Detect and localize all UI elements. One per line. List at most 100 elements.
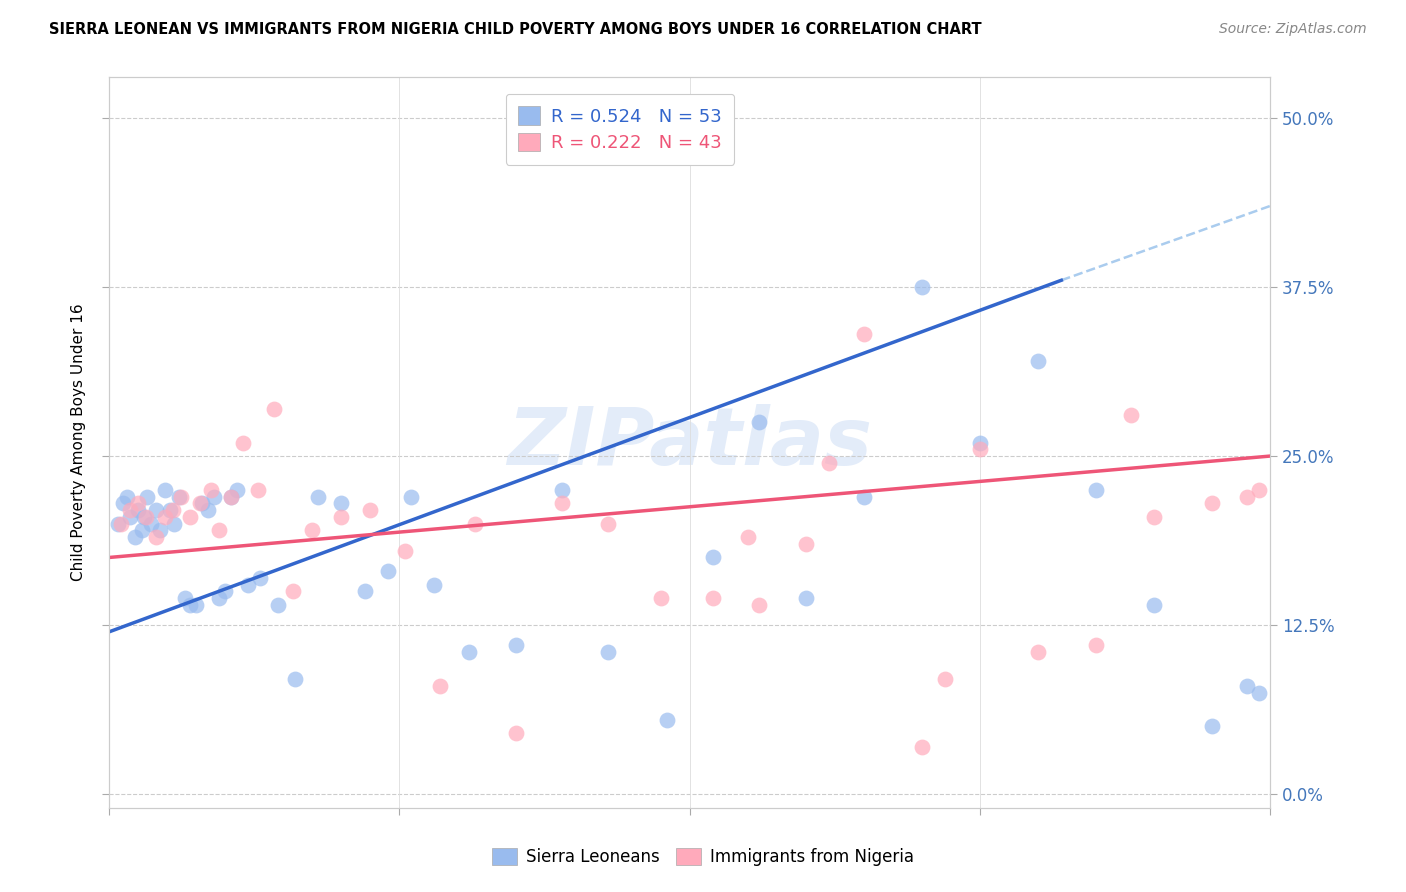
Point: [170, 490, 193, 504]
Point: [598, 645, 620, 659]
Point: [598, 516, 620, 531]
Point: [934, 672, 956, 686]
Legend: R = 0.524   N = 53, R = 0.222   N = 43: R = 0.524 N = 53, R = 0.222 N = 43: [506, 94, 734, 165]
Point: [1201, 496, 1223, 510]
Point: [330, 496, 353, 510]
Point: [969, 442, 991, 457]
Point: [263, 401, 285, 416]
Point: [115, 490, 138, 504]
Point: [1143, 509, 1166, 524]
Point: [200, 483, 222, 497]
Point: [225, 483, 247, 497]
Point: [969, 435, 991, 450]
Point: [301, 524, 323, 538]
Point: [149, 524, 172, 538]
Point: [232, 435, 254, 450]
Point: [163, 516, 186, 531]
Point: [214, 584, 236, 599]
Point: [794, 537, 817, 551]
Point: [208, 524, 231, 538]
Point: [197, 503, 219, 517]
Point: [1236, 679, 1258, 693]
Point: [1201, 719, 1223, 733]
Point: [1026, 645, 1049, 659]
Point: [120, 509, 142, 524]
Point: [307, 490, 329, 504]
Point: [162, 503, 184, 517]
Point: [399, 490, 422, 504]
Text: ZIPatlas: ZIPatlas: [508, 403, 872, 482]
Point: [818, 456, 841, 470]
Point: [1236, 490, 1258, 504]
Point: [139, 516, 162, 531]
Point: [179, 509, 201, 524]
Point: [246, 483, 269, 497]
Point: [748, 598, 770, 612]
Point: [284, 672, 307, 686]
Point: [219, 490, 242, 504]
Point: [127, 503, 149, 517]
Point: [794, 591, 817, 605]
Point: [551, 496, 574, 510]
Text: Source: ZipAtlas.com: Source: ZipAtlas.com: [1219, 22, 1367, 37]
Point: [650, 591, 672, 605]
Point: [202, 490, 225, 504]
Point: [748, 415, 770, 429]
Point: [353, 584, 375, 599]
Point: [208, 591, 231, 605]
Point: [145, 503, 167, 517]
Point: [464, 516, 486, 531]
Point: [167, 490, 190, 504]
Point: [107, 516, 129, 531]
Point: [1247, 686, 1270, 700]
Y-axis label: Child Poverty Among Boys Under 16: Child Poverty Among Boys Under 16: [72, 303, 86, 582]
Point: [702, 591, 724, 605]
Point: [1085, 483, 1108, 497]
Point: [423, 577, 446, 591]
Point: [110, 516, 132, 531]
Point: [737, 530, 759, 544]
Point: [124, 530, 146, 544]
Point: [551, 483, 574, 497]
Point: [145, 530, 167, 544]
Point: [911, 280, 934, 294]
Point: [911, 739, 934, 754]
Point: [179, 598, 201, 612]
Point: [132, 509, 155, 524]
Point: [377, 564, 399, 578]
Point: [852, 327, 875, 342]
Point: [120, 503, 142, 517]
Point: [655, 713, 678, 727]
Point: [266, 598, 288, 612]
Point: [359, 503, 381, 517]
Point: [505, 726, 527, 740]
Point: [458, 645, 481, 659]
Point: [281, 584, 304, 599]
Point: [330, 509, 353, 524]
Point: [159, 503, 181, 517]
Point: [1119, 409, 1142, 423]
Legend: Sierra Leoneans, Immigrants from Nigeria: Sierra Leoneans, Immigrants from Nigeria: [486, 841, 920, 873]
Point: [1085, 638, 1108, 652]
Point: [153, 483, 176, 497]
Point: [219, 490, 242, 504]
Point: [135, 509, 157, 524]
Point: [112, 496, 135, 510]
Point: [429, 679, 451, 693]
Point: [153, 509, 176, 524]
Point: [702, 550, 724, 565]
Point: [1143, 598, 1166, 612]
Point: [1026, 354, 1049, 368]
Point: [191, 496, 214, 510]
Point: [505, 638, 527, 652]
Point: [186, 598, 208, 612]
Point: [136, 490, 159, 504]
Point: [127, 496, 149, 510]
Point: [238, 577, 260, 591]
Point: [131, 524, 153, 538]
Point: [173, 591, 195, 605]
Text: SIERRA LEONEAN VS IMMIGRANTS FROM NIGERIA CHILD POVERTY AMONG BOYS UNDER 16 CORR: SIERRA LEONEAN VS IMMIGRANTS FROM NIGERI…: [49, 22, 981, 37]
Point: [1247, 483, 1270, 497]
Point: [394, 543, 416, 558]
Point: [852, 490, 875, 504]
